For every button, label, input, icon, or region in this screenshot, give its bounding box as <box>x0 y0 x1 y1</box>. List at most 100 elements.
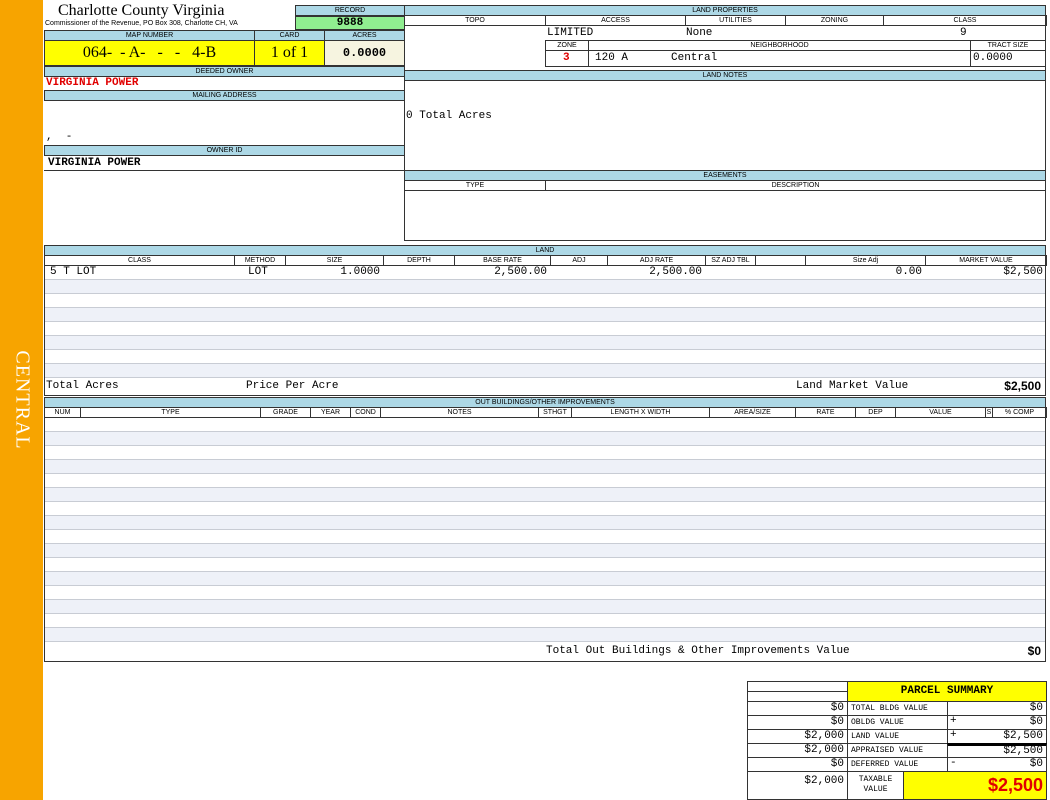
land-cell: 5 T LOT <box>50 266 97 278</box>
summary-prior-value: $0 <box>747 757 848 772</box>
outbuildings-col-header: YEAR <box>310 407 351 418</box>
taxable-value: $2,500 <box>903 771 1047 800</box>
outbuildings-total: $0 <box>1027 644 1041 658</box>
land-market-value: $2,500 <box>1004 379 1041 393</box>
land-cell: 1.0000 <box>340 266 380 278</box>
access-value: LIMITED <box>547 27 594 39</box>
taxable-prior: $2,000 <box>747 771 848 800</box>
land-notes-text: 0 Total Acres <box>406 110 492 122</box>
land-col-header: MARKET VALUE <box>925 255 1047 266</box>
land-properties-col-utilities: UTILITIES <box>685 15 786 26</box>
summary-operator: + <box>950 715 957 727</box>
summary-value: $0 <box>947 701 1047 716</box>
county-subtitle: Commissioner of the Revenue, PO Box 308,… <box>45 20 238 27</box>
zone-label: ZONE <box>545 40 589 51</box>
total-acres-label: Total Acres <box>46 380 119 392</box>
land-row <box>45 308 1045 322</box>
outbuildings-col-header: COND <box>350 407 381 418</box>
land-col-header: BASE RATE <box>454 255 551 266</box>
outbuildings-col-header: AREA/SIZE <box>709 407 796 418</box>
deeded-owner: VIRGINIA POWER <box>46 77 139 89</box>
summary-value: $2,500 <box>947 743 1047 758</box>
outbuildings-row <box>45 418 1045 432</box>
acres-value: 0.0000 <box>324 40 405 66</box>
zone-value: 3 <box>563 52 570 64</box>
tract-size-label: TRACT SIZE <box>970 40 1046 51</box>
owner-id: VIRGINIA POWER <box>48 157 141 169</box>
divider <box>44 170 405 171</box>
outbuildings-row <box>45 544 1045 558</box>
summary-label: APPRAISED VALUE <box>847 743 948 758</box>
land-row <box>45 294 1045 308</box>
land-cell: 2,500.00 <box>494 266 547 278</box>
outbuildings-row <box>45 586 1045 600</box>
land-col-header: Size Adj <box>805 255 926 266</box>
record-label: RECORD <box>295 5 405 16</box>
tract-size-value: 0.0000 <box>973 52 1013 64</box>
outbuildings-total-label: Total Out Buildings & Other Improvements… <box>546 645 850 657</box>
outbuildings-col-header: RATE <box>795 407 856 418</box>
easement-type-header: TYPE <box>404 180 546 191</box>
land-row <box>45 336 1045 350</box>
land-row <box>45 280 1045 294</box>
record-value: 9888 <box>295 16 405 30</box>
outbuildings-col-header: TYPE <box>80 407 261 418</box>
land-cell: 0.00 <box>895 266 922 278</box>
neighborhood-code: 120 A <box>595 52 629 64</box>
land-properties-col-zoning: ZONING <box>785 15 884 26</box>
outbuildings-col-header: NUM <box>44 407 81 418</box>
outbuildings-col-header: NOTES <box>380 407 539 418</box>
outbuildings-col-header: % COMP <box>992 407 1047 418</box>
district-sidebar: CENTRAL <box>0 0 43 800</box>
summary-operator: + <box>950 729 957 741</box>
land-cell: LOT <box>248 266 268 278</box>
district-label: CENTRAL <box>11 350 33 450</box>
neighborhood-value: Central <box>671 52 718 64</box>
outbuildings-col-header: GRADE <box>260 407 311 418</box>
summary-prior-value: $0 <box>747 715 848 730</box>
divider <box>588 50 971 67</box>
land-row <box>45 266 1045 280</box>
summary-label: DEFERRED VALUE <box>847 757 948 772</box>
outbuildings-row <box>45 516 1045 530</box>
land-properties-col-class: CLASS <box>883 15 1047 26</box>
land-col-header: SIZE <box>285 255 384 266</box>
land-cell: 2,500.00 <box>649 266 702 278</box>
outbuildings-col-header: DEP <box>855 407 896 418</box>
outbuildings-row <box>45 488 1045 502</box>
mailing-address-label: MAILING ADDRESS <box>44 90 405 101</box>
outbuildings-row <box>45 474 1045 488</box>
outbuildings-row <box>45 614 1045 628</box>
land-notes-label: LAND NOTES <box>404 70 1046 81</box>
land-col-header: SZ ADJ TBL <box>705 255 756 266</box>
land-row <box>45 364 1045 378</box>
map-number: 064- - A- - - 4-B <box>44 40 255 66</box>
card-number: 1 of 1 <box>254 40 325 66</box>
land-col-header: ADJ RATE <box>607 255 706 266</box>
taxable-label: TAXABLE VALUE <box>847 771 904 800</box>
utilities-value: None <box>686 27 713 39</box>
outbuildings-col-header: VALUE <box>895 407 986 418</box>
land-col-header <box>755 255 806 266</box>
land-col-header: CLASS <box>44 255 235 266</box>
outbuildings-row <box>45 460 1045 474</box>
county-title: Charlotte County Virginia <box>58 2 225 19</box>
mailing-address: , - <box>46 131 73 143</box>
land-col-header: ADJ <box>550 255 608 266</box>
outbuildings-col-header: STHGT <box>538 407 572 418</box>
land-cell: $2,500 <box>1003 266 1043 278</box>
outbuildings-row <box>45 432 1045 446</box>
summary-operator: - <box>950 757 957 769</box>
outbuildings-col-header: LENGTH X WIDTH <box>571 407 710 418</box>
outbuildings-row <box>45 572 1045 586</box>
land-row <box>45 322 1045 336</box>
parcel-summary-title: PARCEL SUMMARY <box>847 681 1047 702</box>
summary-value: $0 <box>947 715 1047 730</box>
outbuildings-row <box>45 446 1045 460</box>
land-properties-col-access: ACCESS <box>545 15 686 26</box>
price-per-acre-label: Price Per Acre <box>246 380 339 392</box>
class-value: 9 <box>960 27 967 39</box>
summary-label: LAND VALUE <box>847 729 948 744</box>
outbuildings-row <box>45 600 1045 614</box>
summary-prior-value: $0 <box>747 701 848 716</box>
